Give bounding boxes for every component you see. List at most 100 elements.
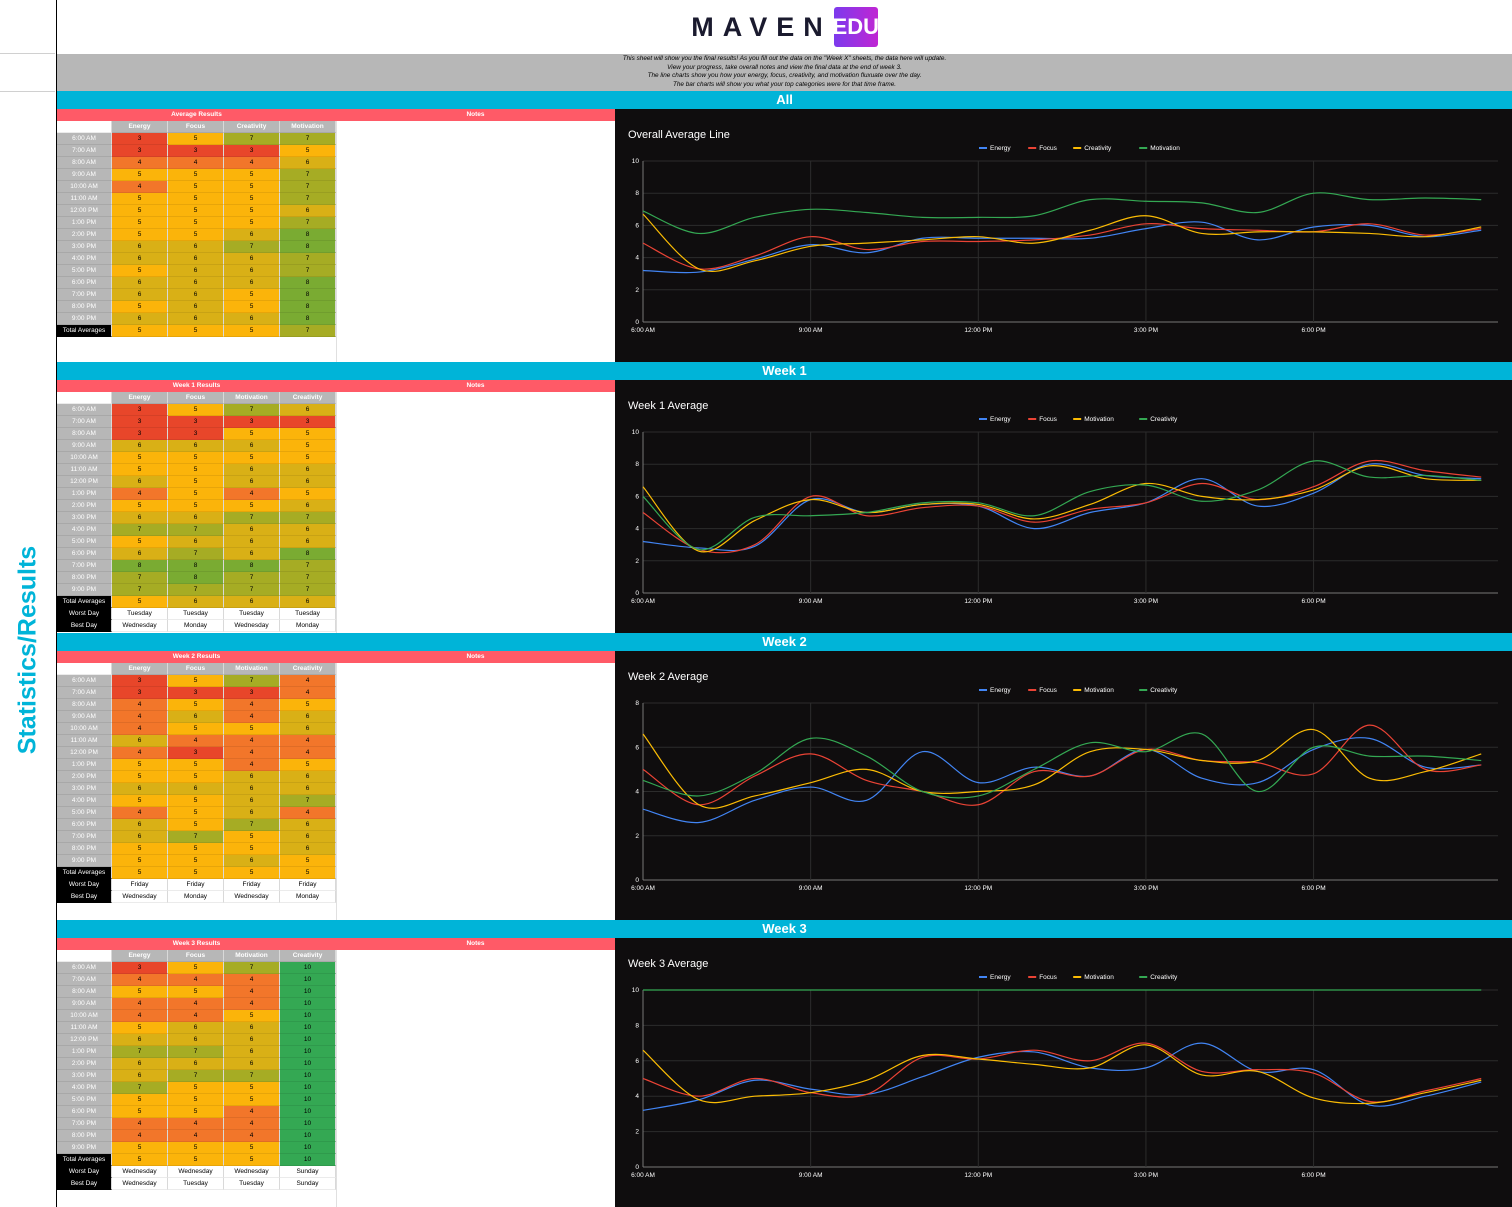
table-header-row: Energy Focus Motivation Creativity [57,663,336,675]
table-row[interactable]: 6:00 PM 5 5 4 10 [57,1106,336,1118]
value-cell: 6 [224,1022,280,1034]
table-row[interactable]: 10:00 AM 4 5 5 7 [57,181,336,193]
table-row[interactable]: 9:00 AM 6 6 6 5 [57,440,336,452]
table-row[interactable]: 12:00 PM 5 5 5 6 [57,205,336,217]
table-row[interactable]: 2:00 PM 5 5 6 6 [57,771,336,783]
table-row[interactable]: 4:00 PM 5 5 6 7 [57,795,336,807]
line-chart[interactable]: Week 2 Average 0 2 4 6 8 6:00 AM 9:00 AM 12:00 P… [615,651,1512,920]
table-row[interactable]: 2:00 PM 5 5 6 8 [57,229,336,241]
time-label: 1:00 PM [57,1046,112,1058]
value-cell: 6 [224,464,280,476]
time-label: 9:00 PM [57,584,112,596]
table-row[interactable]: 3:00 PM 6 6 6 6 [57,783,336,795]
table-row[interactable]: 7:00 AM 4 4 4 10 [57,974,336,986]
instructions-banner: This sheet will show you the final resul… [57,54,1512,91]
x-tick-label: 9:00 AM [799,1172,823,1179]
time-label: 6:00 AM [57,962,112,974]
table-row[interactable]: 7:00 AM 3 3 3 5 [57,145,336,157]
table-row[interactable]: 7:00 AM 3 3 3 3 [57,416,336,428]
table-row[interactable]: 5:00 PM 5 6 6 6 [57,536,336,548]
table-row[interactable]: 6:00 AM 3 5 7 10 [57,962,336,974]
table-row[interactable]: 5:00 PM 5 6 6 7 [57,265,336,277]
table-row[interactable]: 7:00 PM 4 4 4 10 [57,1118,336,1130]
line-chart[interactable]: Week 3 Average 0 2 4 6 8 10 6:00 AM 9:00 AM 12:00… [615,938,1512,1207]
table-row[interactable]: 8:00 AM 5 5 4 10 [57,986,336,998]
best-day-label: Best Day [57,891,112,903]
table-row[interactable]: 12:00 PM 6 6 6 10 [57,1034,336,1046]
table-row[interactable]: 12:00 PM 6 5 6 6 [57,476,336,488]
table-row[interactable]: 4:00 PM 6 6 6 7 [57,253,336,265]
results-table: Week 3 Results Energy Focus Motivation Creat… [57,938,336,1190]
table-row[interactable]: 5:00 PM 5 5 5 10 [57,1094,336,1106]
table-row[interactable]: 10:00 AM 4 5 5 6 [57,723,336,735]
table-row[interactable]: 7:00 PM 6 7 5 6 [57,831,336,843]
table-row[interactable]: 11:00 AM 5 6 6 10 [57,1022,336,1034]
value-cell: 7 [280,181,336,193]
table-row[interactable]: 11:00 AM 5 5 6 6 [57,464,336,476]
x-tick-label: 3:00 PM [1134,1172,1158,1179]
table-row[interactable]: 6:00 AM 3 5 7 4 [57,675,336,687]
table-row[interactable]: 8:00 PM 7 8 7 7 [57,572,336,584]
table-row[interactable]: 2:00 PM 5 5 5 6 [57,500,336,512]
table-row[interactable]: 3:00 PM 6 6 7 8 [57,241,336,253]
table-row[interactable]: 6:00 PM 6 6 6 8 [57,277,336,289]
table-row[interactable]: 9:00 PM 6 6 6 8 [57,313,336,325]
value-cell: 8 [112,560,168,572]
table-row[interactable]: 5:00 PM 4 5 6 4 [57,807,336,819]
table-row[interactable]: 11:00 AM 6 4 4 4 [57,735,336,747]
value-cell: 6 [168,536,224,548]
table-row[interactable]: 9:00 AM 5 5 5 7 [57,169,336,181]
value-cell: 5 [112,301,168,313]
value-cell: 7 [280,572,336,584]
line-chart[interactable]: Week 1 Average 0 2 4 6 8 10 6:00 AM 9:00 AM 12:00… [615,380,1512,633]
chart-title: Overall Average Line [628,129,730,141]
value-cell: 5 [112,536,168,548]
value-cell: 6 [112,476,168,488]
table-row[interactable]: 9:00 PM 5 5 5 10 [57,1142,336,1154]
table-row[interactable]: 3:00 PM 6 7 7 10 [57,1070,336,1082]
line-chart[interactable]: Overall Average Line 0 2 4 6 8 10 6:00 AM 9:00 A… [615,109,1512,362]
table-row[interactable]: 9:00 PM 7 7 7 7 [57,584,336,596]
table-row[interactable]: 7:00 AM 3 3 3 4 [57,687,336,699]
table-row[interactable]: 9:00 AM 4 6 4 6 [57,711,336,723]
table-row[interactable]: 8:00 AM 4 5 4 5 [57,699,336,711]
table-row[interactable]: 4:00 PM 7 7 6 6 [57,524,336,536]
table-row[interactable]: 8:00 PM 5 5 5 6 [57,843,336,855]
table-row[interactable]: 3:00 PM 6 6 7 7 [57,512,336,524]
notes-area[interactable] [336,950,616,1207]
table-row[interactable]: 6:00 PM 6 7 6 8 [57,548,336,560]
value-cell: 3 [168,416,224,428]
value-cell: 7 [168,548,224,560]
table-row[interactable]: 2:00 PM 6 6 6 10 [57,1058,336,1070]
notes-area[interactable] [336,663,616,920]
table-row[interactable]: 10:00 AM 5 5 5 5 [57,452,336,464]
table-row[interactable]: 1:00 PM 7 7 6 10 [57,1046,336,1058]
table-row[interactable]: 1:00 PM 4 5 4 5 [57,488,336,500]
table-row[interactable]: 8:00 PM 5 6 5 8 [57,301,336,313]
table-row[interactable]: 4:00 PM 7 5 5 10 [57,1082,336,1094]
table-row[interactable]: 8:00 AM 4 4 4 6 [57,157,336,169]
value-cell: 5 [112,169,168,181]
value-cell: 4 [224,157,280,169]
table-row[interactable]: 8:00 PM 4 4 4 10 [57,1130,336,1142]
table-row[interactable]: 7:00 PM 6 6 5 8 [57,289,336,301]
table-row[interactable]: 9:00 AM 4 4 4 10 [57,998,336,1010]
value-cell: 4 [280,687,336,699]
value-cell: 10 [280,1070,336,1082]
table-row[interactable]: 6:00 AM 3 5 7 7 [57,133,336,145]
table-row[interactable]: 8:00 AM 3 3 5 5 [57,428,336,440]
y-tick-label: 2 [635,287,639,294]
notes-area[interactable] [336,392,616,633]
table-row[interactable]: 9:00 PM 5 5 6 5 [57,855,336,867]
table-row[interactable]: 10:00 AM 4 4 5 10 [57,1010,336,1022]
table-row[interactable]: 1:00 PM 5 5 4 5 [57,759,336,771]
table-row[interactable]: 6:00 PM 6 5 7 6 [57,819,336,831]
table-row[interactable]: 6:00 AM 3 5 7 6 [57,404,336,416]
table-row[interactable]: 12:00 PM 4 3 4 4 [57,747,336,759]
table-row[interactable]: 11:00 AM 5 5 5 7 [57,193,336,205]
notes-area[interactable] [336,121,616,362]
table-row[interactable]: 7:00 PM 8 8 8 7 [57,560,336,572]
time-label: 4:00 PM [57,524,112,536]
table-row[interactable]: 1:00 PM 5 5 5 7 [57,217,336,229]
value-cell: 10 [280,1094,336,1106]
